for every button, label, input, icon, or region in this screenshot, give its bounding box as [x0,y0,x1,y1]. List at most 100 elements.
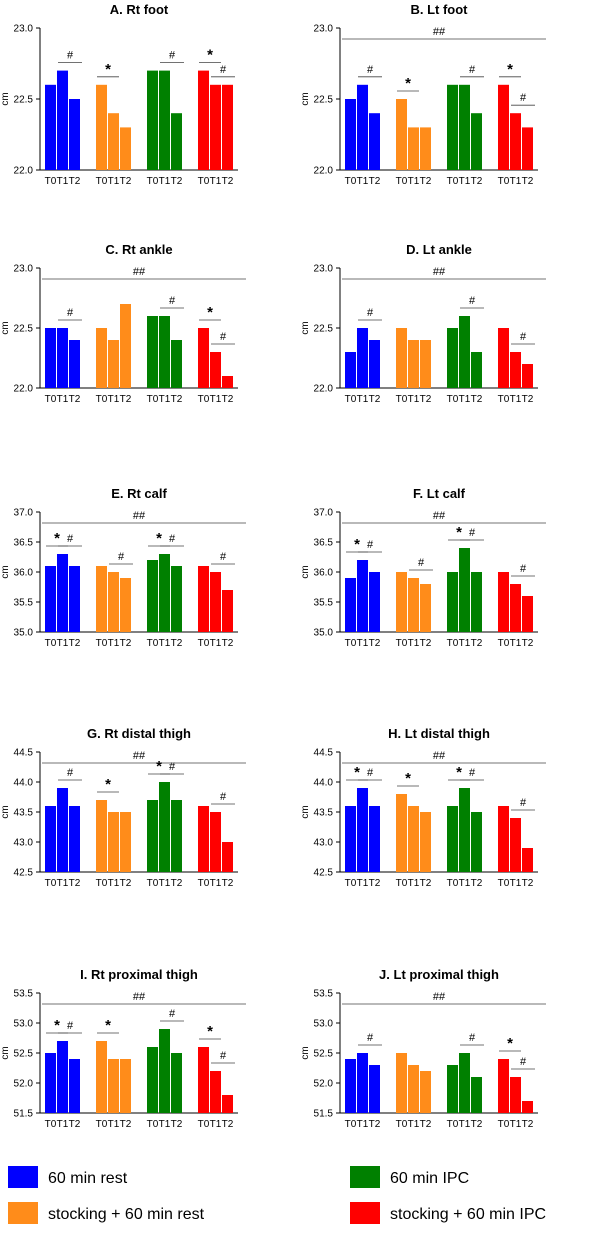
bar-stock_ipc [510,1077,521,1113]
x-tick-label: T1 [510,638,522,649]
x-tick-label: T1 [408,394,420,405]
x-tick-label: T0 [96,1119,108,1130]
y-axis-label: cm [300,92,311,105]
y-tick-label: 44.5 [314,748,334,759]
x-tick-label: T2 [69,1119,81,1130]
y-tick-label: 36.0 [14,568,34,579]
chart-panel: I. Rt proximal thigh cm 51.5 52.0 52.5 53.0 53… [0,967,246,1130]
bar-rest [45,328,56,388]
legend-label: 60 min IPC [390,1170,469,1187]
bar-rest [57,1041,68,1113]
significance-hash: # [520,92,527,104]
x-tick-label: T1 [210,176,222,187]
y-axis-label: cm [300,321,311,334]
bar-ipc [471,1077,482,1113]
bar-rest [57,70,68,170]
chart-title: I. Rt proximal thigh [80,967,198,982]
bar-stock_rest [96,84,107,170]
y-tick-label: 35.0 [14,628,34,639]
bar-stock_ipc [522,364,533,388]
x-tick-label: T1 [108,394,120,405]
y-tick-label: 52.0 [314,1079,334,1090]
x-tick-label: T2 [369,394,381,405]
x-tick-label: T0 [198,1119,210,1130]
y-tick-label: 42.5 [314,868,334,879]
x-tick-label: T1 [57,638,69,649]
x-tick-label: T2 [171,878,183,889]
y-tick-label: 43.0 [314,838,334,849]
x-tick-label: T1 [108,1119,120,1130]
significance-hash: # [220,64,227,76]
chart-panel: J. Lt proximal thigh cm 51.5 52.0 52.5 53.0 53… [300,967,546,1130]
bar-rest [345,578,356,632]
bar-stock_ipc [210,812,221,872]
bar-ipc [171,340,182,388]
bar-stock_ipc [198,1047,209,1113]
x-tick-label: T2 [120,638,132,649]
bar-ipc [471,812,482,872]
x-tick-label: T0 [498,176,510,187]
x-tick-label: T1 [357,176,369,187]
y-tick-label: 43.5 [314,808,334,819]
y-tick-label: 43.0 [14,838,34,849]
x-tick-label: T0 [96,394,108,405]
bar-stock_rest [96,328,107,388]
significance-star: * [105,61,111,78]
x-tick-label: T0 [396,638,408,649]
y-tick-label: 35.0 [314,628,334,639]
bar-ipc [459,1053,470,1113]
x-tick-label: T1 [459,878,471,889]
x-tick-label: T0 [396,176,408,187]
x-tick-label: T0 [447,638,459,649]
x-tick-label: T1 [459,638,471,649]
bar-rest [57,788,68,872]
bar-stock_ipc [498,328,509,388]
significance-star: * [207,1023,213,1040]
bar-ipc [447,572,458,632]
x-tick-label: T2 [222,394,234,405]
x-tick-label: T0 [198,394,210,405]
bar-ipc [459,84,470,170]
bar-rest [69,1059,80,1113]
y-tick-label: 53.0 [14,1019,34,1030]
bar-stock_ipc [198,806,209,872]
y-tick-label: 23.0 [314,24,334,35]
bar-rest [345,806,356,872]
significance-hash: # [367,307,374,319]
x-tick-label: T0 [447,176,459,187]
x-tick-label: T2 [69,638,81,649]
x-tick-label: T0 [147,878,159,889]
significance-hash: # [469,527,476,539]
x-tick-label: T1 [159,878,171,889]
y-tick-label: 52.0 [14,1079,34,1090]
x-tick-label: T1 [210,638,222,649]
x-tick-label: T2 [522,638,534,649]
x-tick-label: T2 [120,1119,132,1130]
significance-hash: # [118,551,125,563]
significance-hash: # [67,50,74,62]
bar-rest [69,99,80,170]
bar-stock_ipc [522,1101,533,1113]
x-tick-label: T2 [420,394,432,405]
x-tick-label: T2 [522,176,534,187]
x-tick-label: T0 [147,394,159,405]
chart-title: E. Rt calf [111,486,167,501]
x-tick-label: T1 [57,1119,69,1130]
significance-star: * [105,776,111,793]
chart-title: D. Lt ankle [406,242,472,257]
y-axis-label: cm [0,565,11,578]
significance-star: * [54,1017,60,1034]
bar-rest [69,340,80,388]
x-tick-label: T2 [522,394,534,405]
x-tick-label: T0 [345,878,357,889]
bar-rest [69,566,80,632]
x-tick-label: T2 [222,878,234,889]
x-tick-label: T2 [471,638,483,649]
y-tick-label: 22.0 [14,384,34,395]
x-tick-label: T0 [498,394,510,405]
x-tick-label: T2 [369,878,381,889]
bar-stock_ipc [498,1059,509,1113]
